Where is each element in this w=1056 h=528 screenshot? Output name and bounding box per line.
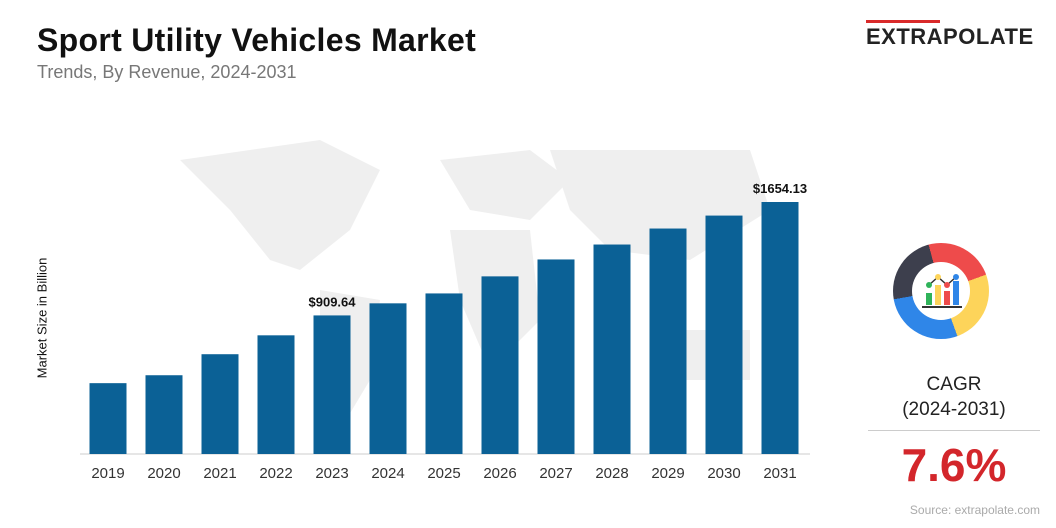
logo-accent-bar xyxy=(866,20,940,23)
bar-2027 xyxy=(537,259,575,454)
data-label-2023: $909.64 xyxy=(309,294,357,309)
x-tick-label: 2031 xyxy=(763,465,796,482)
x-tick-label: 2021 xyxy=(203,465,236,482)
x-tick-label: 2024 xyxy=(371,465,404,482)
source-note: Source: extrapolate.com xyxy=(909,503,1040,517)
divider xyxy=(868,430,1040,431)
bar-2030 xyxy=(705,215,743,454)
cagr-label-title: CAGR xyxy=(926,374,982,395)
bar-2028 xyxy=(593,244,631,454)
bar-2031 xyxy=(761,202,799,454)
x-tick-label: 2027 xyxy=(539,465,572,482)
data-label-2031: $1654.13 xyxy=(753,181,807,196)
x-tick-label: 2025 xyxy=(427,465,460,482)
cagr-label-period: (2024-2031) xyxy=(902,399,1006,420)
bar-2023 xyxy=(313,315,351,454)
bar-trend-icon xyxy=(922,274,962,308)
bar-2021 xyxy=(201,354,239,454)
x-tick-label: 2030 xyxy=(707,465,740,482)
x-tick-label: 2028 xyxy=(595,465,628,482)
x-tick-label: 2022 xyxy=(259,465,292,482)
bar-2024 xyxy=(369,303,407,454)
x-tick-label: 2023 xyxy=(315,465,348,482)
x-tick-label: 2020 xyxy=(147,465,180,482)
bar-2026 xyxy=(481,276,519,454)
chart-donut-icon xyxy=(893,243,989,339)
x-tick-label: 2029 xyxy=(651,465,684,482)
cagr-label: CAGR (2024-2031) xyxy=(868,372,1040,422)
chart-title: Sport Utility Vehicles Market xyxy=(37,22,477,58)
extrapolate-logo: EXTRAPOLATE xyxy=(866,20,1038,50)
x-tick-label: 2019 xyxy=(91,465,124,482)
bar-2020 xyxy=(145,375,183,454)
logo-text: EXTRAPOLATE xyxy=(866,24,1034,49)
cagr-value: 7.6% xyxy=(901,439,1007,491)
bar-2029 xyxy=(649,228,687,454)
bar-2019 xyxy=(89,383,127,454)
bar-chart: 2019 2020 2021 2022 2023 $909.64 2024 2025 2026 2… xyxy=(80,181,810,482)
chart-subtitle: Trends, By Revenue, 2024-2031 xyxy=(37,62,297,82)
bar-2025 xyxy=(425,293,463,454)
bar-2022 xyxy=(257,335,295,454)
x-tick-label: 2026 xyxy=(483,465,516,482)
